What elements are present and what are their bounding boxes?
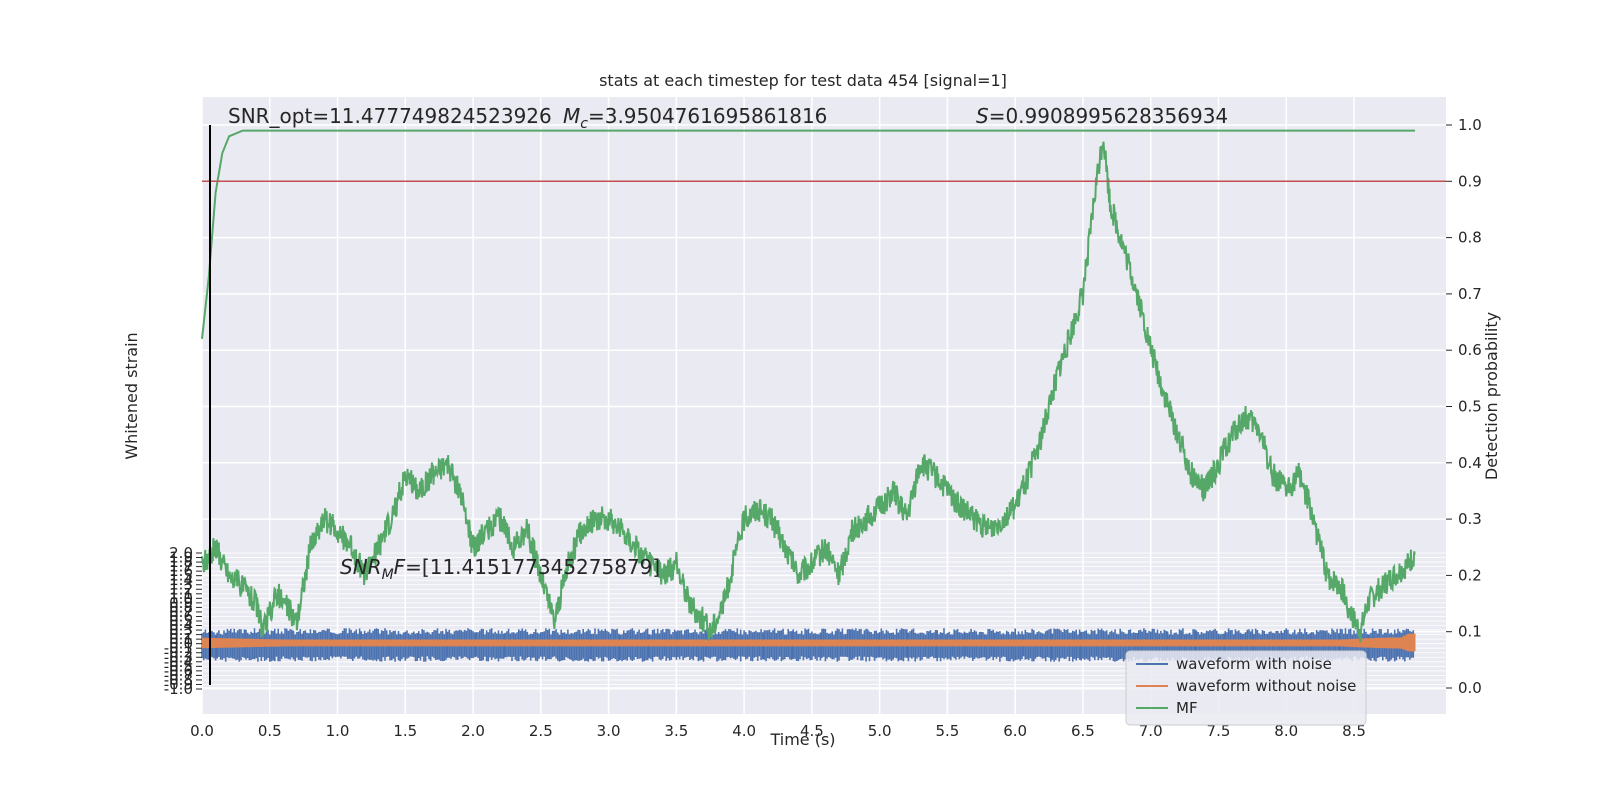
x-tick-label: 5.0	[868, 722, 892, 740]
left-y-tick-label: 0.2	[169, 626, 193, 644]
right-y-tick-label: 0.8	[1458, 229, 1482, 247]
x-tick-label: 2.0	[461, 722, 485, 740]
left-y-tick-label: 0.7	[169, 603, 193, 621]
mc-annotation: Mc=3.9504761695861816	[563, 104, 827, 132]
x-tick-label: 8.5	[1342, 722, 1366, 740]
s-annotation: S=0.9908995628356934	[976, 104, 1228, 128]
right-y-tick-label: 0.7	[1458, 285, 1482, 303]
x-tick-label: 3.0	[597, 722, 621, 740]
left-y-tick-label: 1.4	[169, 571, 193, 589]
snr-mf-annotation: SNRMF=[11.415177345275879]	[340, 555, 660, 583]
left-y-tick-label: 0.9	[169, 594, 193, 612]
legend-label-mf: MF	[1176, 699, 1198, 717]
x-tick-label: 2.5	[529, 722, 553, 740]
left-y-tick-label: 1.7	[169, 558, 193, 576]
legend-label-waveform-without-noise: waveform without noise	[1176, 677, 1356, 695]
series-s-line	[201, 141, 1416, 643]
left-y-tick-label: 1.1	[169, 585, 193, 603]
left-y-tick-label: -1.0	[164, 680, 193, 698]
x-tick-label: 1.5	[393, 722, 417, 740]
left-y-tick-label: -0.1	[164, 639, 193, 657]
left-y-tick-label: 1.9	[169, 549, 193, 567]
x-tick-label: 6.0	[1003, 722, 1027, 740]
x-tick-label: 6.5	[1071, 722, 1095, 740]
right-y-tick-label: 0.0	[1458, 679, 1482, 697]
chart-title: stats at each timestep for test data 454…	[599, 71, 1007, 90]
snr-opt-annotation: SNR_opt=11.477749824523926	[228, 104, 552, 128]
x-tick-label: 7.0	[1139, 722, 1163, 740]
left-y-tick-label: 2.0	[169, 544, 193, 562]
series-mf-line	[201, 129, 1415, 340]
right-y-tick-label: 0.9	[1458, 172, 1482, 190]
left-y-tick-label: -0.9	[164, 675, 193, 693]
left-y-tick-label: 1.8	[169, 553, 193, 571]
left-y-tick-label: -0.5	[164, 657, 193, 675]
snr-mf-annotation-value: =[11.415177345275879]	[405, 555, 660, 579]
x-axis-label: Time (s)	[769, 730, 835, 749]
legend-label-waveform-with-noise: waveform with noise	[1176, 655, 1332, 673]
legend: waveform with noise waveform without noi…	[1125, 650, 1367, 726]
left-y-tick-label: 1.5	[169, 567, 193, 585]
left-y-tick-label: -0.2	[164, 644, 193, 662]
x-tick-labels: 0.0 0.5 1.0 1.5 2.0 2.5 3.0 3.5 4.0 4.5 5.0 5.5 6.0 6…	[190, 722, 1366, 740]
left-y-axis-label: Whitened strain	[122, 332, 141, 459]
left-y-tick-label: 1.6	[169, 562, 193, 580]
left-y-tick-label: 0.5	[169, 612, 193, 630]
left-y-tick-label: 0.8	[169, 598, 193, 616]
s-annotation-value: =0.9908995628356934	[989, 104, 1228, 128]
right-y-tick-labels: 0.0 0.1 0.2 0.3 0.4 0.5 0.6 0.7 0.8 0.9 1.0	[1446, 116, 1482, 697]
right-y-tick-label: 0.1	[1458, 623, 1482, 641]
x-tick-label: 5.5	[935, 722, 959, 740]
series-waveform-without-noise	[201, 633, 1416, 652]
x-tick-label: 3.5	[664, 722, 688, 740]
left-y-tick-label: -0.4	[164, 653, 193, 671]
legend-box	[1125, 650, 1367, 726]
x-tick-label: 0.0	[190, 722, 214, 740]
x-tick-label: 1.0	[326, 722, 350, 740]
left-y-tick-labels: 2.01.91.81.71.61.51.41.31.21.11.00.90.80…	[164, 544, 202, 698]
x-tick-label: 4.0	[732, 722, 756, 740]
left-y-tick-label: 0.0	[169, 635, 193, 653]
right-y-tick-label: 1.0	[1458, 116, 1482, 134]
x-tick-label: 8.0	[1274, 722, 1298, 740]
left-y-tick-label: -0.8	[164, 671, 193, 689]
left-y-tick-label: 0.1	[169, 630, 193, 648]
left-y-tick-label: 1.2	[169, 580, 193, 598]
left-y-tick-label: -0.7	[164, 666, 193, 684]
mc-annotation-value: =3.9504761695861816	[588, 104, 827, 128]
plot-area	[202, 97, 1446, 714]
right-y-tick-label: 0.6	[1458, 341, 1482, 359]
x-tick-label: 0.5	[258, 722, 282, 740]
right-y-tick-label: 0.5	[1458, 398, 1482, 416]
x-tick-label: 7.5	[1207, 722, 1231, 740]
right-y-tick-label: 0.4	[1458, 454, 1482, 472]
left-y-tick-label: 1.0	[169, 589, 193, 607]
right-y-tick-label: 0.3	[1458, 510, 1482, 528]
left-y-tick-label: 1.3	[169, 576, 193, 594]
left-y-tick-label: 0.4	[169, 617, 193, 635]
x-tick-label: 4.5	[800, 722, 824, 740]
x-gridlines	[201, 97, 1355, 714]
right-y-axis-label: Detection probability	[1482, 312, 1501, 480]
right-y-tick-label: 0.2	[1458, 566, 1482, 584]
left-y-tick-label: -0.6	[164, 662, 193, 680]
left-y-tick-label: -0.3	[164, 648, 193, 666]
left-y-tick-label: 0.6	[169, 607, 193, 625]
left-y-tick-label: 0.3	[169, 621, 193, 639]
waveform-without-noise-path	[201, 633, 1416, 652]
